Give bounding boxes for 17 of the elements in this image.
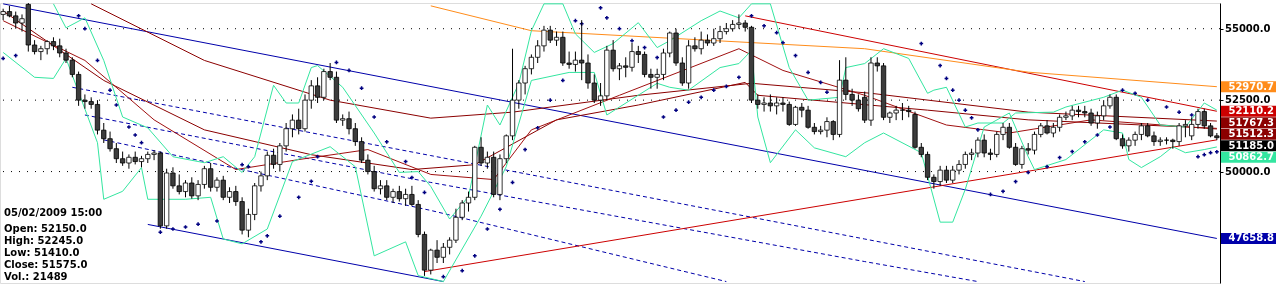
line-series [430, 5, 1218, 88]
text: 51185.0 [1228, 139, 1275, 151]
data-label: 51767.3 [1228, 116, 1275, 128]
annotation: Close: 51575.0 [4, 259, 88, 270]
data-label: 52110.2 [1228, 105, 1275, 117]
data-label: 51512.3 [1228, 128, 1275, 140]
data-label: 47658.8 [1228, 232, 1275, 244]
y-tick-label: 50000.0 [1225, 165, 1271, 177]
annotation: Low: 51410.0 [4, 247, 80, 258]
annotation: High: 52245.0 [4, 235, 84, 246]
annotation: Open: 52150.0 [4, 223, 87, 234]
data-label: 52970.7 [1228, 80, 1275, 92]
data-label: 50862.7 [1228, 151, 1275, 163]
annotation: 05/02/2009 15:00 [4, 207, 103, 218]
annotation: Vol.: 21489 [4, 271, 68, 282]
y-tick-label: 55000.0 [1225, 22, 1271, 34]
y-tick-label: 52500.0 [1225, 94, 1271, 106]
